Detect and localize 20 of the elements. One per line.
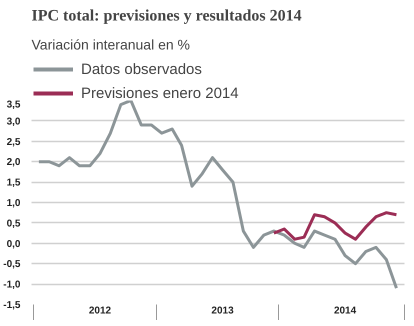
y-tick-label: 3,5 xyxy=(6,100,21,110)
legend-label: Previsiones enero 2014 xyxy=(81,84,239,102)
x-tick-label: 2012 xyxy=(88,306,112,316)
y-tick-label: 2,0 xyxy=(6,157,21,168)
chart-title: IPC total: previsiones y resultados 2014 xyxy=(32,8,302,24)
y-tick-label: -1,5 xyxy=(3,300,21,311)
y-tick-label: 2,5 xyxy=(6,136,21,148)
y-tick-label: -0,5 xyxy=(3,259,21,270)
y-tick-label: 0,5 xyxy=(6,218,21,230)
chart-subtitle: Variación interanual en % xyxy=(32,36,190,52)
y-tick-label: 0,0 xyxy=(6,238,21,250)
x-tick-label: 2014 xyxy=(334,306,357,316)
x-tick-label: 2013 xyxy=(211,306,234,316)
y-tick-label: 3,0 xyxy=(6,116,21,128)
legend-label: Datos observados xyxy=(81,60,202,78)
y-tick-label: 1,0 xyxy=(6,198,21,209)
y-tick-label: 1,5 xyxy=(6,178,21,189)
line-series xyxy=(37,100,398,290)
line-series xyxy=(272,211,398,241)
y-tick-label: -1,0 xyxy=(3,280,21,291)
